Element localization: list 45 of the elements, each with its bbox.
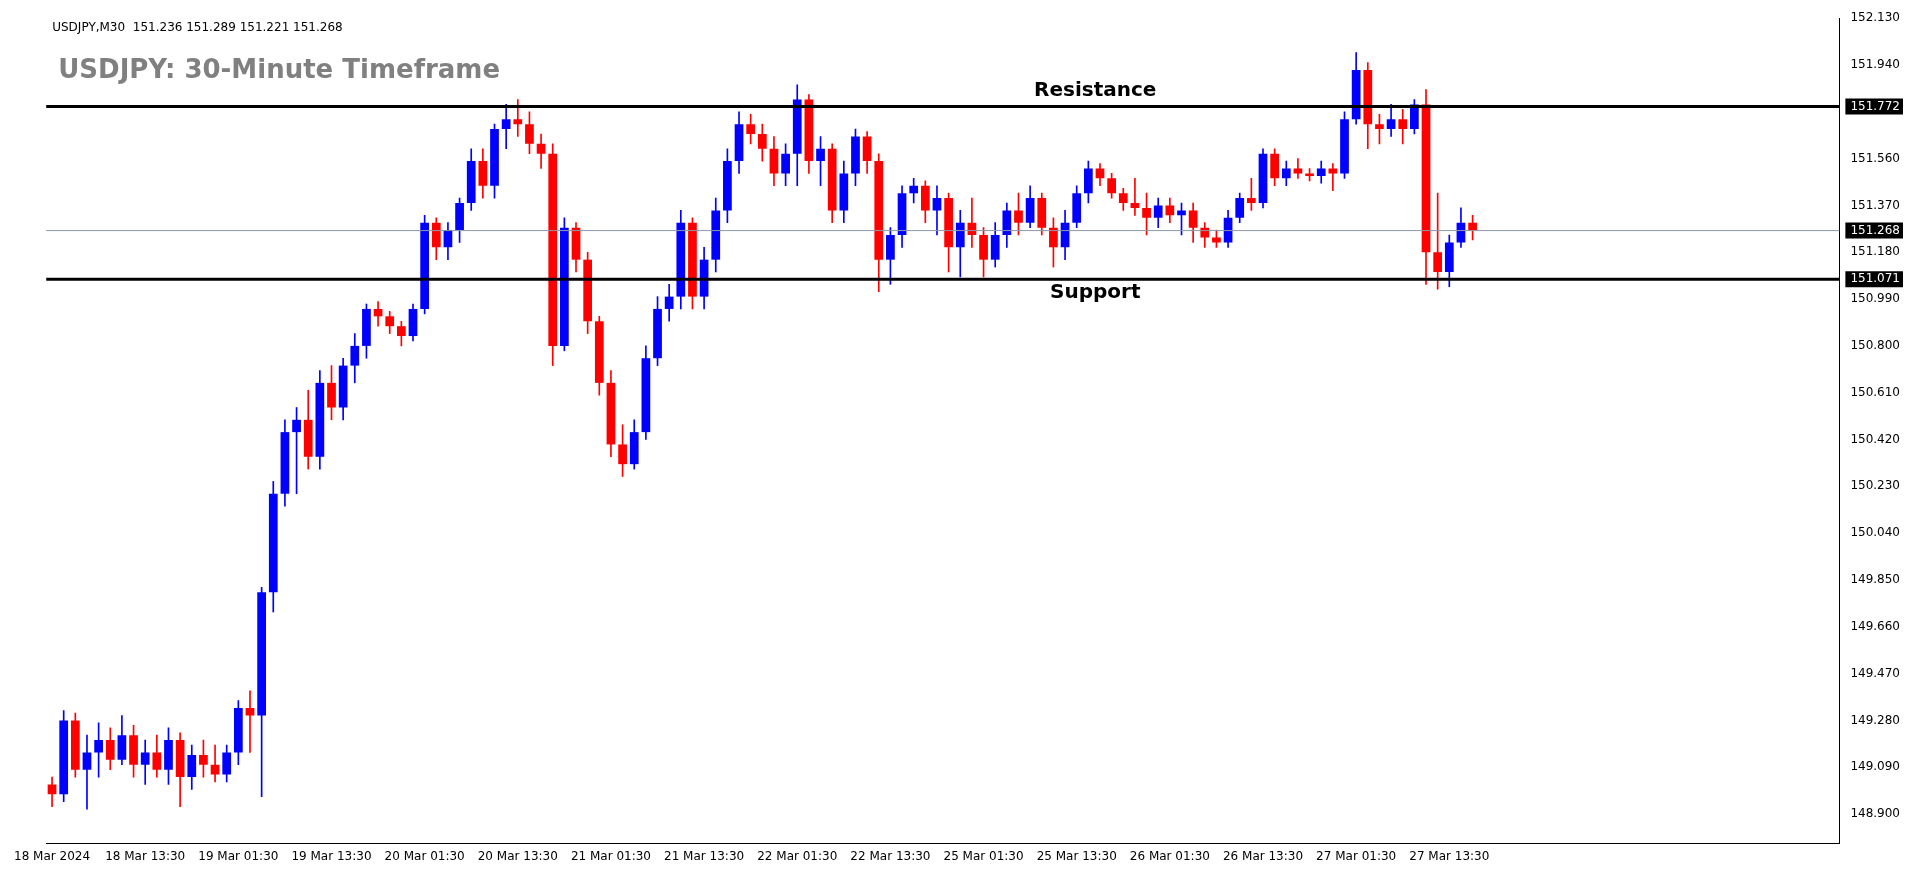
chart-subtitle: USDJPY,M30 151.236 151.289 151.221 151.268 [52,20,343,35]
y-tick-label: 149.090 [1850,759,1900,774]
candlestick [513,99,523,137]
y-tick-label: 151.772 [1850,98,1900,113]
y-tick-label: 151.180 [1850,244,1900,259]
y-tick-label: 150.610 [1850,384,1900,399]
y-tick-label: 150.230 [1850,478,1900,493]
y-tick-label: 148.900 [1850,806,1900,821]
y-tick-label: 152.130 [1850,10,1900,25]
x-tick-label: 18 Mar 13:30 [105,848,186,863]
x-tick-label: 21 Mar 01:30 [570,848,652,863]
x-tick-label: 27 Mar 13:30 [1409,848,1490,863]
y-tick-label: 150.420 [1850,431,1900,446]
x-tick-label: 18 Mar 2024 [14,848,91,863]
candlestick [1328,163,1338,191]
y-tick-label: 151.940 [1850,57,1900,72]
candlestick [82,734,92,810]
y-tick-label: 150.800 [1850,338,1900,353]
x-tick-label: 26 Mar 13:30 [1222,848,1304,863]
y-tick-label: 149.280 [1850,712,1900,727]
y-tick-label: 151.370 [1850,197,1900,212]
y-tick-label: 151.268 [1850,222,1900,237]
x-tick-label: 26 Mar 01:30 [1129,848,1210,863]
ref-line-label: Support [1049,279,1141,304]
candlestick [1130,178,1140,216]
x-tick-label: 20 Mar 01:30 [384,848,465,863]
x-tick-label: 19 Mar 01:30 [198,848,279,863]
x-tick-label: 22 Mar 01:30 [757,848,838,863]
y-tick-label: 149.470 [1850,665,1900,680]
y-tick-label: 150.990 [1850,291,1900,306]
y-tick-label: 150.040 [1850,525,1900,540]
y-tick-label: 149.850 [1850,572,1900,587]
x-tick-label: 19 Mar 13:30 [291,848,372,863]
candlestick [1293,158,1303,179]
x-tick-label: 25 Mar 13:30 [1036,848,1117,863]
y-tick-label: 151.071 [1850,271,1900,286]
text: USDJPY: 30-Minute Timeframe [58,53,501,84]
x-tick-label: 22 Mar 13:30 [850,848,931,863]
y-tick-label: 149.660 [1850,618,1900,633]
y-tick-label: 151.560 [1850,150,1900,165]
x-tick-label: 21 Mar 13:30 [664,848,745,863]
x-tick-label: 25 Mar 01:30 [943,848,1024,863]
ref-line-label: Resistance [1034,76,1157,101]
x-tick-label: 27 Mar 01:30 [1316,848,1397,863]
x-tick-label: 20 Mar 13:30 [477,848,558,863]
